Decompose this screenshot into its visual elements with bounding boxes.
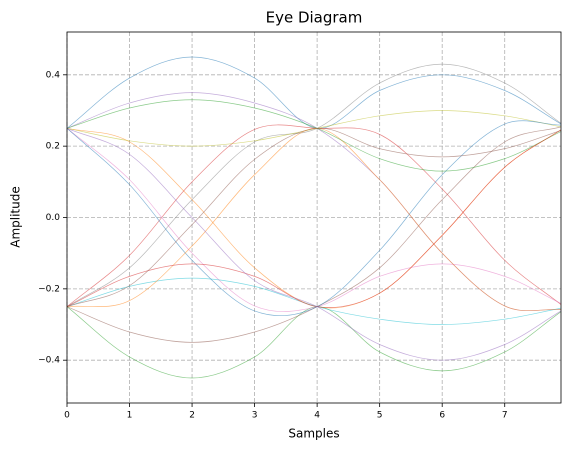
x-tick-label: 7 [502,411,508,421]
x-tick-label: 1 [127,411,133,421]
grid [66,32,561,403]
y-axis-label: Amplitude [9,186,23,248]
y-tick-label: 0.4 [46,70,61,80]
y-tick-label: −0.4 [38,356,60,366]
chart-title: Eye Diagram [266,9,363,27]
trace [67,99,561,172]
trace [67,127,561,308]
x-tick-label: 3 [252,411,258,421]
trace [67,56,561,129]
x-tick-label: 5 [377,411,383,421]
y-tick-label: 0.2 [46,142,60,152]
x-tick-label: 4 [314,411,320,421]
x-tick-label: 0 [64,411,70,421]
trace [67,127,561,361]
traces [67,56,561,379]
x-tick-label: 6 [439,411,445,421]
y-tick-label: 0.0 [46,213,61,223]
trace [67,92,561,312]
trace [67,277,561,325]
y-tick-label: −0.2 [38,284,60,294]
trace [67,306,561,379]
trace [67,126,561,343]
trace [67,129,561,308]
x-tick-label: 2 [189,411,195,421]
trace [67,128,561,312]
x-axis-label: Samples [288,427,339,441]
